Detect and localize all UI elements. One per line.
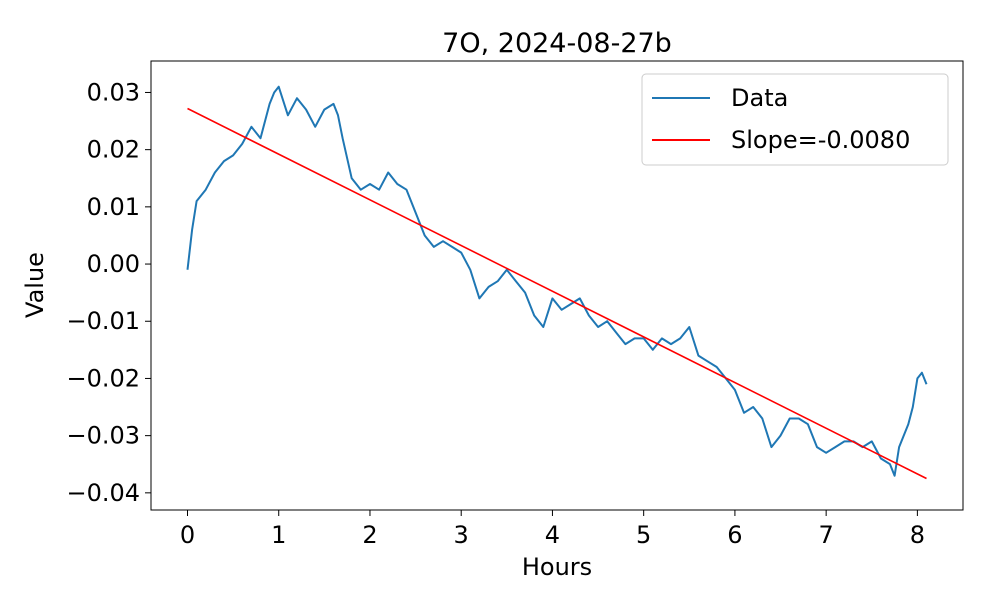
x-tick-label: 3 <box>454 521 469 549</box>
plot-area <box>186 85 928 480</box>
x-tick-label: 0 <box>180 521 195 549</box>
slope-fit-line <box>187 107 927 480</box>
x-tick-label: 4 <box>545 521 560 549</box>
x-tick-label: 1 <box>271 521 286 549</box>
y-tick-label: 0.01 <box>87 193 140 221</box>
y-axis-ticks: 0.03 0.02 0.01 0.00 −0.01 −0.02 −0.03 −0.04 <box>66 78 151 507</box>
x-axis-label: Hours <box>522 553 592 581</box>
legend: Data Slope=-0.0080 <box>641 73 949 166</box>
x-tick-label: 5 <box>636 521 651 549</box>
y-tick-label: 0.03 <box>87 78 140 106</box>
chart-title: 7O, 2024-08-27b <box>442 28 672 59</box>
legend-slope-label: Slope=-0.0080 <box>731 126 910 154</box>
x-tick-label: 8 <box>910 521 925 549</box>
x-axis-ticks: 0 1 2 3 4 5 6 7 8 <box>180 510 925 549</box>
y-tick-label: −0.01 <box>66 307 140 335</box>
axes-frame <box>150 60 964 511</box>
y-tick-label: 0.02 <box>87 136 140 164</box>
legend-data-label: Data <box>731 84 788 112</box>
x-tick-label: 6 <box>727 521 742 549</box>
x-tick-label: 2 <box>362 521 377 549</box>
y-tick-label: 0.00 <box>87 250 140 278</box>
data-series-line <box>186 85 928 477</box>
y-tick-label: −0.04 <box>66 479 140 507</box>
x-tick-label: 7 <box>819 521 834 549</box>
y-axis-label: Value <box>21 252 49 318</box>
legend-box <box>641 73 949 166</box>
y-tick-label: −0.02 <box>66 364 140 392</box>
y-tick-label: −0.03 <box>66 422 140 450</box>
